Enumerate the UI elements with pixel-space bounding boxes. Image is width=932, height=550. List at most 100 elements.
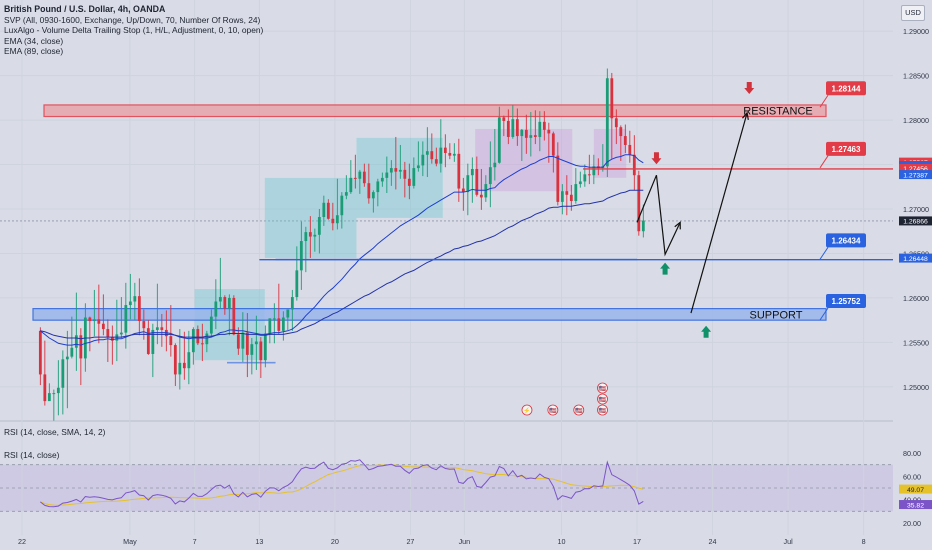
candle-body xyxy=(178,362,182,375)
candle-body xyxy=(200,343,204,345)
y-tick-label: 1.28500 xyxy=(903,72,929,81)
candle-body xyxy=(331,218,335,224)
axis-marker-text: 1.27456 xyxy=(903,166,928,173)
candle-body xyxy=(376,181,380,193)
candle-body xyxy=(344,192,348,196)
currency-button[interactable]: USD xyxy=(901,5,925,21)
legend-indicator-ema34[interactable]: EMA (34, close) xyxy=(4,35,64,46)
callout-text: 1.27463 xyxy=(832,145,861,154)
candle-body xyxy=(43,374,47,402)
candle-body xyxy=(196,329,200,344)
chart-legend: British Pound / U.S. Dollar, 4h, OANDA S… xyxy=(4,4,263,57)
lightning-icon xyxy=(521,404,533,416)
candle-body xyxy=(421,154,425,166)
rsi-legend-main[interactable]: RSI (14, close, SMA, 14, 2) xyxy=(4,427,106,437)
candle-body xyxy=(434,159,438,164)
callout-box xyxy=(826,81,866,96)
candle-body xyxy=(439,147,443,164)
x-tick-label: 7 xyxy=(193,537,197,546)
candle-body xyxy=(493,162,497,168)
candle-body xyxy=(371,192,375,199)
y-tick-label: 1.26000 xyxy=(903,294,929,303)
axis-marker-text: 1.27387 xyxy=(903,172,928,179)
candle-body xyxy=(169,336,173,346)
price-callout: 1.27463 xyxy=(819,141,866,169)
callout-text: 1.28144 xyxy=(832,84,861,93)
candle-body xyxy=(106,329,110,338)
candle-body xyxy=(448,152,452,156)
callout-text: 1.25752 xyxy=(832,297,861,306)
candle-body xyxy=(160,327,164,330)
rsi-legend-sub[interactable]: RSI (14, close) xyxy=(4,450,60,460)
callout-leader xyxy=(819,94,829,108)
callout-leader xyxy=(819,307,829,321)
candle-body xyxy=(290,297,294,310)
support-zone xyxy=(32,308,827,321)
x-tick-label: Jun xyxy=(459,537,471,546)
candle-body xyxy=(56,387,60,394)
candle-body xyxy=(313,234,317,237)
candle-body xyxy=(578,181,582,185)
callout-box xyxy=(826,141,866,156)
legend-indicator-svp[interactable]: SVP (All, 0930-1600, Exchange, Up/Down, … xyxy=(4,14,261,25)
arrow-down-icon xyxy=(744,82,755,95)
candle-body xyxy=(245,332,249,355)
candle-body xyxy=(430,151,434,160)
y-tick-label: 1.27000 xyxy=(903,205,929,214)
x-tick-label: May xyxy=(123,537,137,546)
projection-path xyxy=(636,174,681,257)
y-tick-label: 1.25000 xyxy=(903,383,929,392)
candle-body xyxy=(317,217,321,235)
axis-marker xyxy=(899,253,932,263)
legend-indicator-ema89[interactable]: EMA (89, close) xyxy=(4,46,64,57)
candle-body xyxy=(110,337,114,341)
candle-body xyxy=(236,334,240,349)
ema34-line xyxy=(39,154,644,346)
price-callout: 1.28144 xyxy=(819,81,866,108)
candle-body xyxy=(610,78,614,119)
x-tick-label: 27 xyxy=(406,537,414,546)
rsi-tick-label: 20.00 xyxy=(903,519,921,528)
rsi-value-marker xyxy=(899,500,932,510)
y-tick-label: 1.28000 xyxy=(903,116,929,125)
candle-body xyxy=(551,133,555,156)
price-callout: 1.25752 xyxy=(819,293,866,321)
arrow-up-icon xyxy=(660,262,671,275)
x-tick-label: 24 xyxy=(709,537,717,546)
candle-body xyxy=(173,345,177,375)
candle-body xyxy=(74,335,78,348)
candle-body xyxy=(457,153,461,189)
callout-text: 1.26434 xyxy=(832,236,861,245)
x-tick-label: Jul xyxy=(783,537,793,546)
candle-body xyxy=(335,215,339,224)
event-glyph: 🇺🇸 xyxy=(599,396,607,404)
candle-body xyxy=(398,169,402,172)
candle-body xyxy=(214,301,218,317)
candle-body xyxy=(304,232,308,242)
arrow-down-icon xyxy=(651,152,662,165)
rsi-sma-line xyxy=(40,464,644,506)
price-axis-bg xyxy=(893,0,932,550)
event-glyph: ⚡ xyxy=(523,407,530,415)
candle-body xyxy=(466,175,470,193)
candle-body xyxy=(641,220,645,232)
candle-body xyxy=(232,297,236,335)
candle-body xyxy=(452,153,456,156)
legend-indicator-luxalgo[interactable]: LuxAlgo - Volume Delta Trailing Stop (1,… xyxy=(4,25,264,36)
candle-body xyxy=(308,232,312,237)
candle-body xyxy=(182,362,186,369)
candle-body xyxy=(533,135,537,137)
candle-body xyxy=(524,129,528,138)
candle-body xyxy=(38,330,42,375)
candle-body xyxy=(326,202,330,219)
candle-body xyxy=(227,297,231,309)
candle-body xyxy=(187,352,191,369)
candle-body xyxy=(560,191,564,202)
rsi-value-text: 35.82 xyxy=(907,502,924,509)
candle-body xyxy=(79,335,83,359)
candle-body xyxy=(277,318,281,331)
callout-box xyxy=(826,233,866,248)
rsi-value-marker xyxy=(899,484,932,494)
candle-body xyxy=(272,318,276,320)
